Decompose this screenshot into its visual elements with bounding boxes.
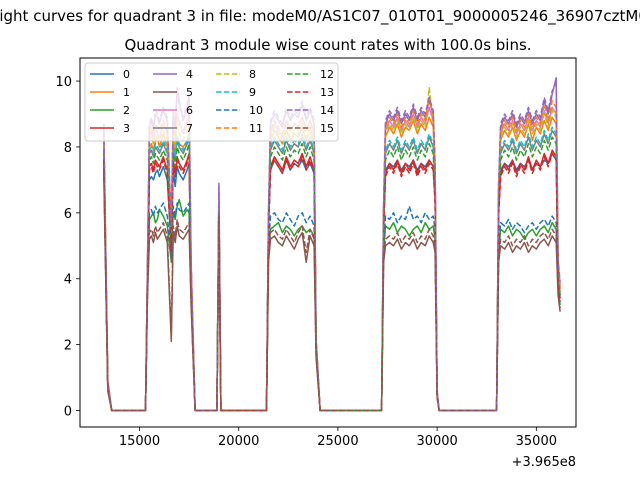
y-tick-label: 10 xyxy=(55,75,72,90)
legend-label-3: 3 xyxy=(123,122,130,135)
plot-frame xyxy=(79,57,577,428)
series-line-15 xyxy=(103,169,561,412)
figure-suptitle: Light curves for quadrant 3 in file: mod… xyxy=(0,7,640,31)
y-tick-label: 2 xyxy=(64,339,72,354)
series-line-13 xyxy=(103,152,561,412)
legend-label-13: 13 xyxy=(320,86,334,99)
chart-title: Quadrant 3 module wise count rates with … xyxy=(124,36,532,54)
x-tick-label: 20000 xyxy=(218,434,259,449)
legend-label-8: 8 xyxy=(249,68,256,81)
axis-ticks: 15000 20000 25000 30000 35000 0 2 4 6 8 10 xyxy=(55,75,557,449)
legend-label-4: 4 xyxy=(186,68,193,81)
legend-label-5: 5 xyxy=(186,86,193,99)
series-line-2 xyxy=(103,153,561,412)
series-line-14 xyxy=(103,83,561,412)
x-tick-label: 15000 xyxy=(119,434,160,449)
y-tick-label: 6 xyxy=(64,207,72,222)
legend-label-15: 15 xyxy=(320,122,334,135)
legend-label-14: 14 xyxy=(320,104,334,117)
legend-label-2: 2 xyxy=(123,104,130,117)
y-tick-label: 0 xyxy=(64,405,72,420)
legend-label-7: 7 xyxy=(186,122,193,135)
figure-suptitle-text: Light curves for quadrant 3 in file: mod… xyxy=(0,7,640,25)
legend-label-9: 9 xyxy=(249,86,256,99)
y-tick-label: 8 xyxy=(64,141,72,156)
series-line-12 xyxy=(103,136,561,412)
x-tick-label: 30000 xyxy=(416,434,457,449)
legend-label-6: 6 xyxy=(186,104,193,117)
legend-label-12: 12 xyxy=(320,68,334,81)
legend-box xyxy=(84,62,339,142)
legend-label-0: 0 xyxy=(123,68,130,81)
y-tick-label: 4 xyxy=(64,273,72,288)
legend-label-1: 1 xyxy=(123,86,130,99)
x-tick-label: 35000 xyxy=(516,434,557,449)
x-tick-label: 25000 xyxy=(317,434,358,449)
legend-label-11: 11 xyxy=(249,122,263,135)
legend-label-10: 10 xyxy=(249,104,263,117)
x-offset-label: +3.965e8 xyxy=(512,455,576,470)
series-lines xyxy=(103,77,561,412)
series-line-10 xyxy=(103,163,561,412)
